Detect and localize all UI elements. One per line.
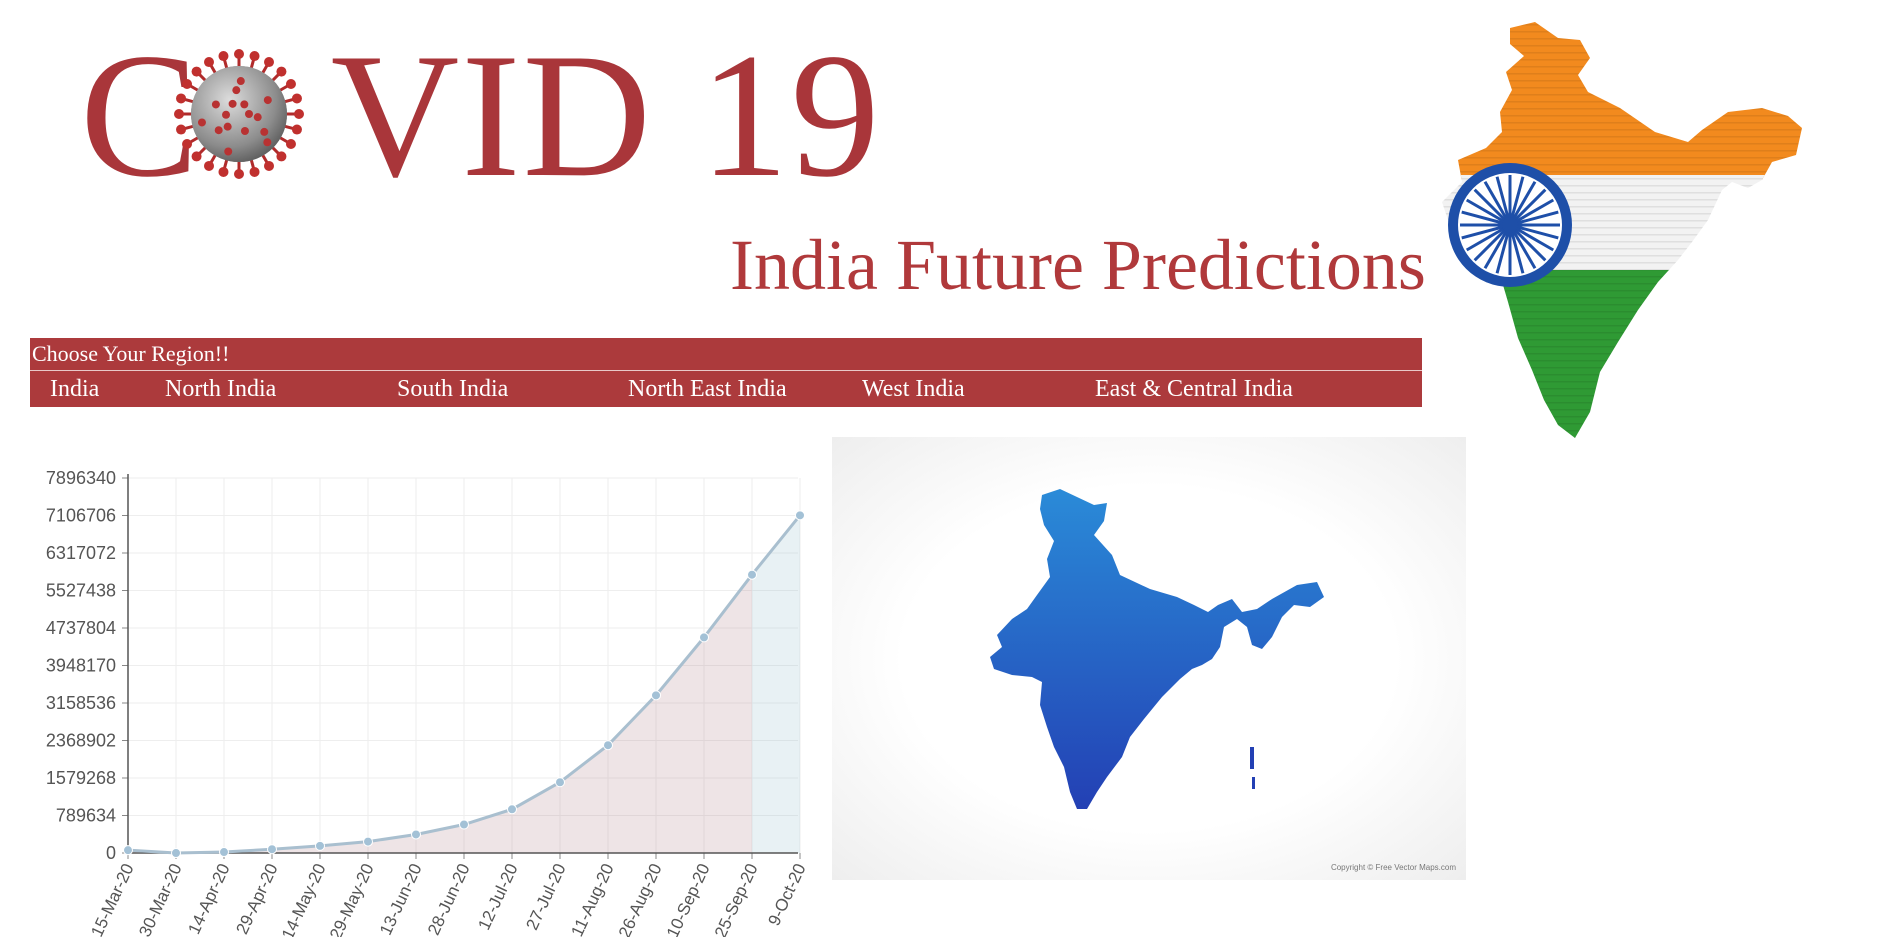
x-tick-label: 13-Jun-20 — [376, 861, 426, 937]
region-nav: Choose Your Region!! India North India S… — [30, 338, 1422, 407]
y-tick-label: 2368902 — [46, 731, 116, 751]
region-nav-heading: Choose Your Region!! — [30, 338, 1422, 371]
data-point[interactable] — [795, 510, 805, 521]
data-point[interactable] — [411, 829, 421, 840]
x-tick-label: 29-Apr-20 — [232, 861, 281, 937]
data-point[interactable] — [315, 840, 325, 851]
x-tick-label: 30-Mar-20 — [135, 861, 185, 937]
x-tick-label: 10-Sep-20 — [663, 861, 714, 937]
x-tick-label: 11-Aug-20 — [567, 861, 617, 937]
x-tick-label: 27-Jul-20 — [522, 861, 569, 933]
x-tick-label: 15-Mar-20 — [87, 861, 137, 937]
covid19-logo: C VID 19 — [80, 26, 880, 204]
coronavirus-icon — [174, 49, 304, 179]
tab-west-india[interactable]: West India — [862, 376, 965, 402]
x-tick-label: 14-Apr-20 — [184, 861, 233, 937]
x-tick-label: 12-Jul-20 — [474, 861, 521, 933]
logo-text-suffix: VID 19 — [330, 16, 882, 214]
y-tick-label: 6317072 — [46, 543, 116, 563]
y-tick-label: 3158536 — [46, 693, 116, 713]
data-point[interactable] — [651, 690, 661, 701]
data-point[interactable] — [171, 848, 181, 858]
tab-north-east-india[interactable]: North East India — [628, 376, 787, 402]
predicted-area — [752, 515, 800, 853]
data-point[interactable] — [219, 847, 229, 858]
x-tick-label: 28-Jun-20 — [424, 861, 474, 937]
data-point[interactable] — [699, 632, 709, 643]
data-point[interactable] — [363, 836, 373, 847]
y-tick-label: 3948170 — [46, 656, 116, 676]
x-tick-label: 25-Sep-20 — [711, 861, 762, 937]
india-flag-map-image — [1442, 22, 1802, 438]
y-tick-label: 0 — [106, 843, 116, 863]
page-title: India Future Predictions — [730, 225, 1426, 305]
region-tabs: India North India South India North East… — [30, 371, 1422, 407]
actual-area — [128, 574, 752, 853]
x-tick-label: 29-May-20 — [326, 861, 378, 937]
india-map-icon — [990, 489, 1324, 809]
y-tick-label: 7896340 — [46, 468, 116, 488]
data-point[interactable] — [507, 804, 517, 815]
data-point[interactable] — [267, 844, 277, 855]
data-point[interactable] — [123, 845, 133, 856]
x-tick-label: 26-Aug-20 — [615, 861, 666, 937]
data-point[interactable] — [747, 569, 757, 580]
tab-north-india[interactable]: North India — [165, 376, 277, 402]
y-tick-label: 5527438 — [46, 581, 116, 601]
tab-south-india[interactable]: South India — [397, 376, 509, 402]
y-tick-label: 7106706 — [46, 506, 116, 526]
india-map-image: Copyright © Free Vector Maps.com — [832, 437, 1466, 880]
x-tick-label: 14-May-20 — [278, 861, 330, 937]
y-tick-label: 789634 — [56, 806, 116, 826]
data-point[interactable] — [459, 819, 469, 830]
tab-india[interactable]: India — [50, 376, 100, 402]
data-point[interactable] — [603, 740, 613, 751]
y-tick-label: 1579268 — [46, 768, 116, 788]
map-copyright: Copyright © Free Vector Maps.com — [1330, 863, 1456, 872]
y-tick-label: 4737804 — [46, 618, 116, 638]
data-point[interactable] — [555, 777, 565, 788]
cases-prediction-chart: 0 789634 1579268 2368902 3158536 3948170 47378… — [46, 468, 810, 937]
tab-east-central-india[interactable]: East & Central India — [1095, 376, 1293, 402]
x-tick-label: 9-Oct-20 — [764, 861, 809, 929]
